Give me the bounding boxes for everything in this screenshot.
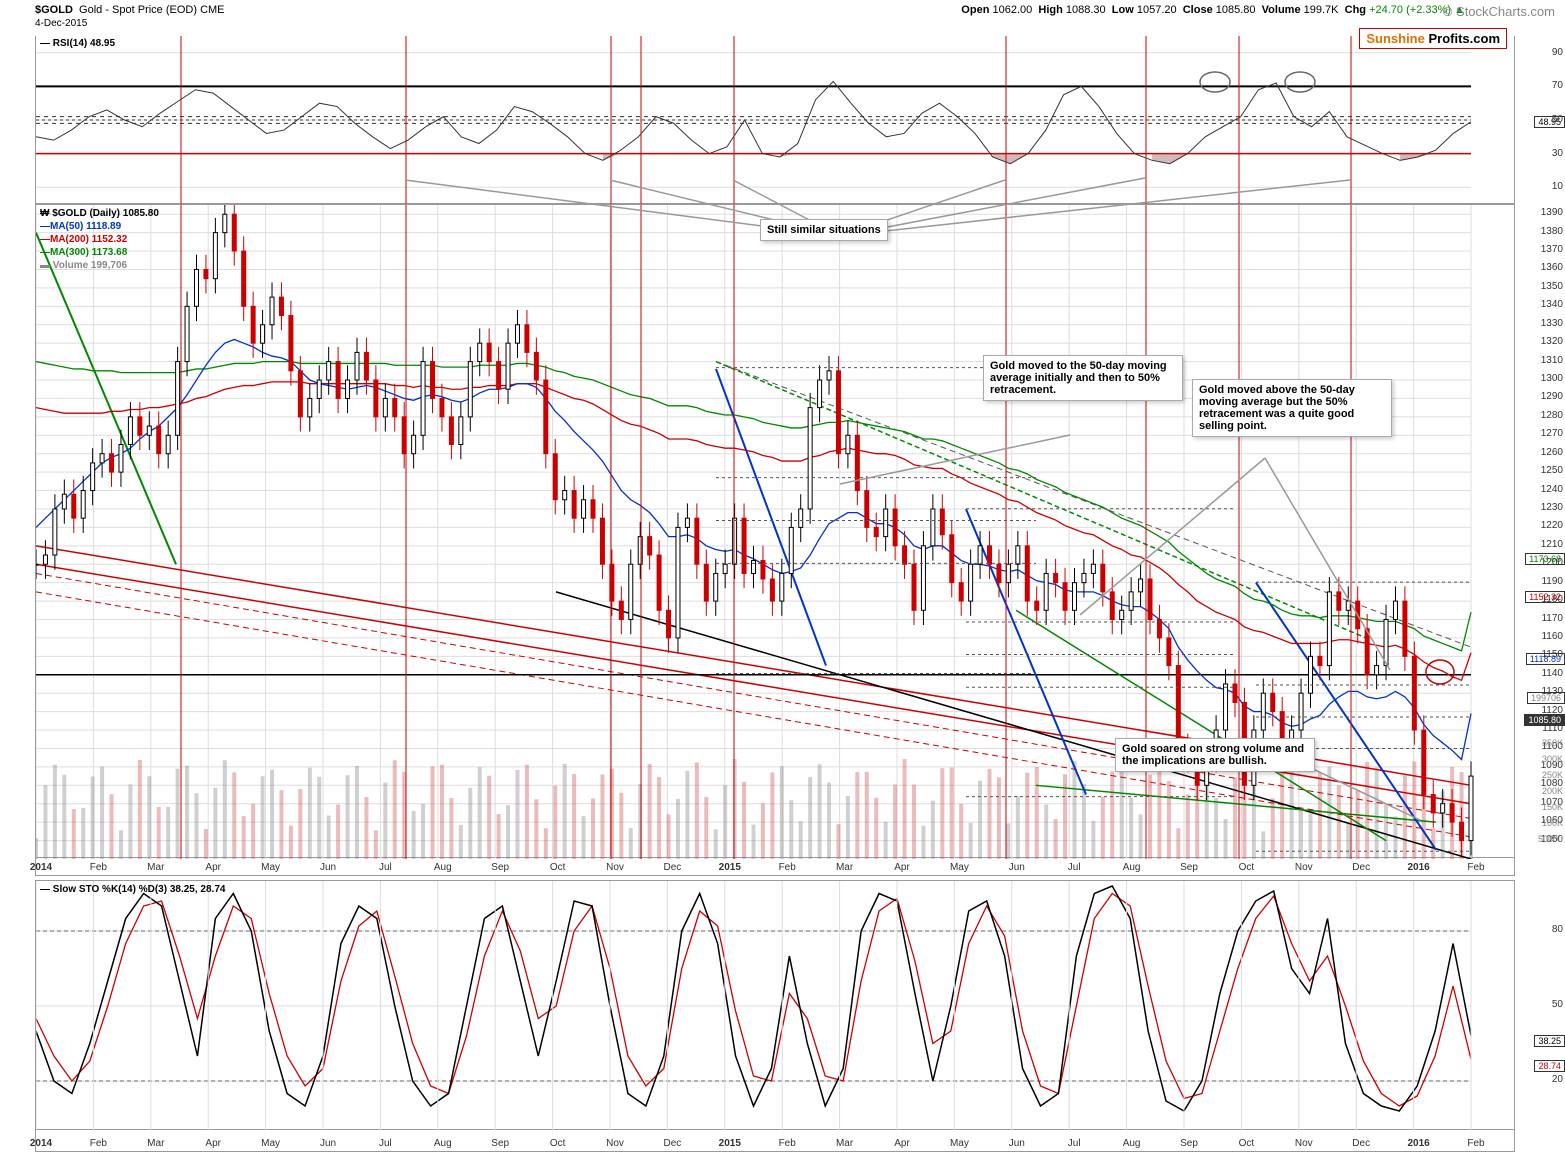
x-axis-sto: 2014FebMarAprMayJunJulAugSepOctNovDec201… (35, 1130, 1515, 1152)
ma50-label: —MA(50) 1118.89 (40, 221, 121, 232)
stochastic-panel (35, 880, 1515, 1130)
brand-watermark: Sunshine Profits.com (1359, 28, 1507, 49)
annotation-ma50-initial: Gold moved to the 50-day moving average … (983, 355, 1183, 401)
rsi-label: — RSI(14) 48.95 (40, 38, 115, 49)
rsi-line (36, 36, 1516, 204)
annotation-ma50-above: Gold moved above the 50-day moving avera… (1192, 379, 1392, 437)
sto-label: — Slow STO %K(14) %D(3) 38.25, 28.74 (40, 884, 225, 895)
ma200-label: —MA(200) 1152.32 (40, 234, 127, 245)
sto-line (36, 881, 1516, 1131)
ohlc-summary: Open 1062.00 High 1088.30 Low 1057.20 Cl… (961, 4, 1465, 16)
annotation-strong-volume: Gold soared on strong volume and the imp… (1115, 738, 1315, 772)
chart-date: 4-Dec-2015 (35, 18, 87, 29)
rsi-panel (35, 36, 1515, 204)
price-main-label: ₩ $GOLD (Daily) 1085.80 (40, 208, 159, 219)
ma300-label: —MA(300) 1173.68 (40, 247, 127, 258)
vol-label: ▬ Volume 199,706 (40, 260, 127, 271)
sto-k-tag: 38.25 (1534, 1035, 1565, 1047)
source-watermark: © StockCharts.com (1443, 4, 1555, 19)
x-axis-price: 2014FebMarAprMayJunJulAugSepOctNovDec201… (35, 858, 1515, 876)
sto-d-tag: 28.74 (1534, 1060, 1565, 1072)
annotation-similar: Still similar situations (760, 219, 888, 241)
